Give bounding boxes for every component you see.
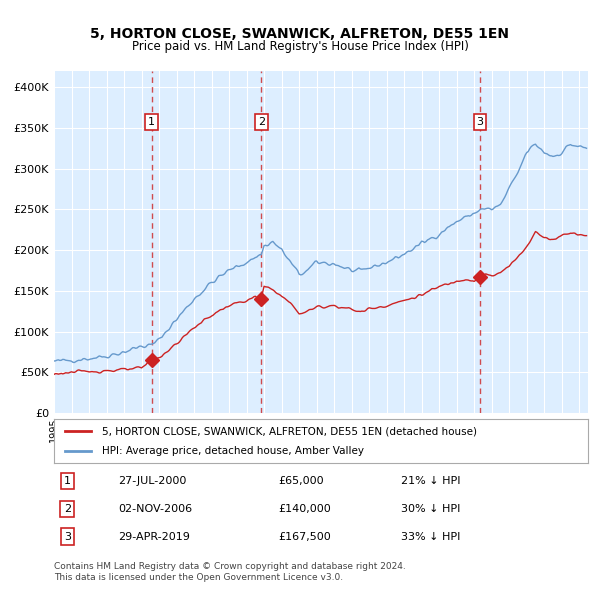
Text: 02-NOV-2006: 02-NOV-2006 — [118, 504, 192, 514]
Text: 5, HORTON CLOSE, SWANWICK, ALFRETON, DE55 1EN: 5, HORTON CLOSE, SWANWICK, ALFRETON, DE5… — [91, 27, 509, 41]
Text: £65,000: £65,000 — [278, 476, 324, 486]
Text: 21% ↓ HPI: 21% ↓ HPI — [401, 476, 461, 486]
Text: 1: 1 — [64, 476, 71, 486]
Text: Contains HM Land Registry data © Crown copyright and database right 2024.: Contains HM Land Registry data © Crown c… — [54, 562, 406, 571]
Text: 3: 3 — [476, 117, 484, 127]
Text: 1: 1 — [148, 117, 155, 127]
Text: 2: 2 — [258, 117, 265, 127]
Text: 33% ↓ HPI: 33% ↓ HPI — [401, 532, 460, 542]
Text: Price paid vs. HM Land Registry's House Price Index (HPI): Price paid vs. HM Land Registry's House … — [131, 40, 469, 53]
Text: 2: 2 — [64, 504, 71, 514]
Text: 27-JUL-2000: 27-JUL-2000 — [118, 476, 187, 486]
Text: 5, HORTON CLOSE, SWANWICK, ALFRETON, DE55 1EN (detached house): 5, HORTON CLOSE, SWANWICK, ALFRETON, DE5… — [102, 427, 477, 436]
Text: 29-APR-2019: 29-APR-2019 — [118, 532, 190, 542]
Text: £140,000: £140,000 — [278, 504, 331, 514]
Text: 30% ↓ HPI: 30% ↓ HPI — [401, 504, 460, 514]
Text: This data is licensed under the Open Government Licence v3.0.: This data is licensed under the Open Gov… — [54, 573, 343, 582]
Text: HPI: Average price, detached house, Amber Valley: HPI: Average price, detached house, Ambe… — [102, 446, 364, 455]
Text: 3: 3 — [64, 532, 71, 542]
Text: £167,500: £167,500 — [278, 532, 331, 542]
